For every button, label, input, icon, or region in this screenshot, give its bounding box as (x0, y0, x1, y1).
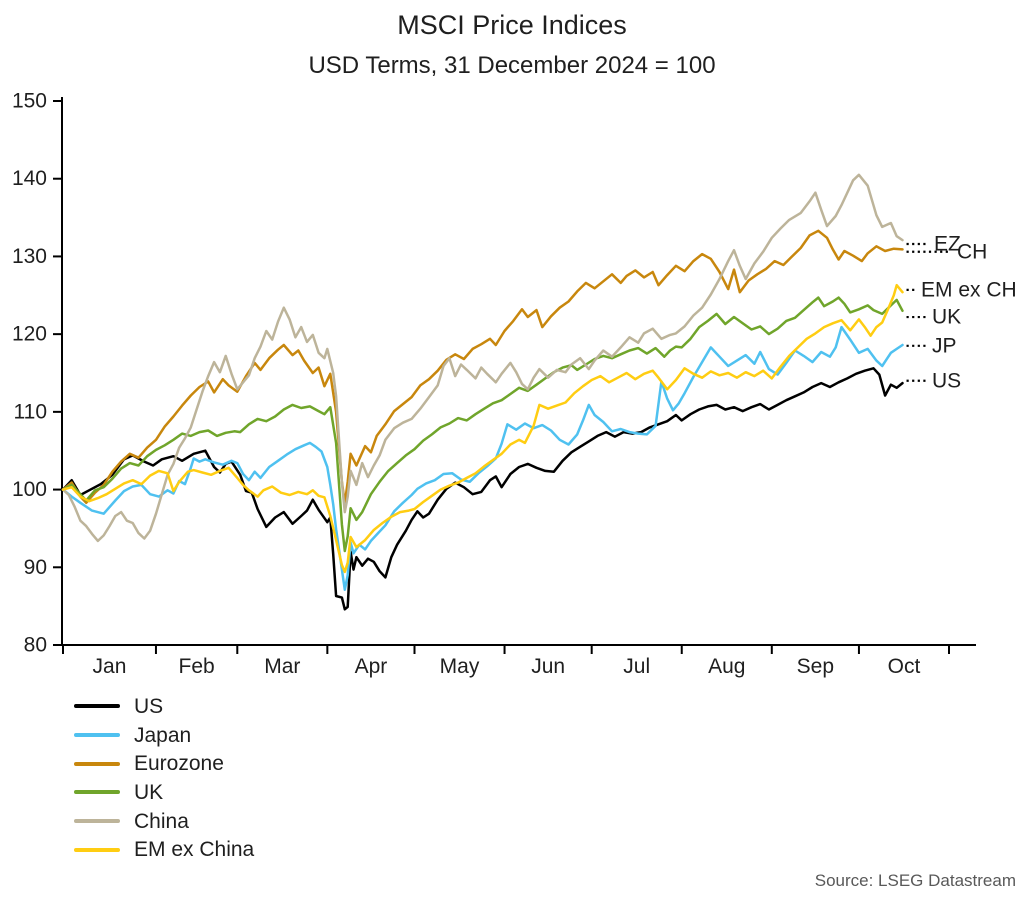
end-label-uk: UK (932, 306, 961, 329)
x-tick-label-apr: Apr (355, 655, 388, 678)
series-line-uk (61, 296, 904, 553)
series-line-ch (61, 173, 904, 543)
legend-label-jp: Japan (134, 723, 192, 747)
legend-label-ez: Eurozone (134, 752, 224, 776)
legend: US Japan Eurozone UK China EM ex China (74, 692, 254, 864)
legend-swatch-uk (74, 790, 120, 795)
legend-swatch-ch (74, 819, 120, 824)
y-tick-label: 80 (24, 634, 47, 657)
x-tick-label-aug: Aug (708, 655, 745, 678)
source-note: Source: LSEG Datastream (814, 871, 1016, 890)
chart-title: MSCI Price Indices (397, 10, 627, 40)
legend-item-ez: Eurozone (74, 749, 254, 778)
x-tick-label-sep: Sep (797, 655, 834, 678)
y-tick-label: 150 (12, 90, 47, 113)
y-tick-label: 100 (12, 478, 47, 501)
x-axis: Jan Feb Mar Apr May Jun Jul Aug Sep Oct (61, 644, 976, 678)
y-tick-label: 110 (14, 400, 47, 423)
end-label-us: US (932, 369, 961, 392)
y-tick-label: 120 (12, 323, 47, 346)
legend-item-em: EM ex China (74, 835, 254, 864)
y-tick-label: 140 (12, 167, 47, 190)
y-tick-label: 90 (24, 556, 47, 579)
series-line-ez (61, 229, 904, 505)
x-tick-label-jun: Jun (531, 655, 565, 678)
legend-item-uk: UK (74, 778, 254, 807)
legend-label-ch: China (134, 809, 189, 833)
end-label-jp: JP (932, 334, 957, 357)
legend-swatch-jp (74, 733, 120, 738)
legend-swatch-ez (74, 761, 120, 766)
legend-label-us: US (134, 694, 164, 718)
y-axis: 80 90 100 110 120 130 140 150 (12, 90, 63, 657)
x-tick-label-feb: Feb (179, 655, 215, 678)
legend-item-us: US (74, 692, 254, 721)
chart-subtitle: USD Terms, 31 December 2024 = 100 (308, 52, 716, 79)
x-tick-label-jan: Jan (93, 655, 127, 678)
end-label-em: EM ex CH (921, 278, 1017, 301)
x-tick-label-oct: Oct (888, 655, 921, 678)
series-line-jp (61, 325, 904, 592)
x-tick-label-mar: Mar (264, 655, 300, 678)
end-label-ch: CH (957, 240, 987, 263)
legend-swatch-us (74, 704, 120, 709)
end-label-ez: EZ (934, 232, 961, 255)
legend-swatch-em (74, 847, 120, 852)
series-line-em (61, 283, 904, 574)
legend-item-jp: Japan (74, 721, 254, 750)
legend-label-uk: UK (134, 780, 164, 804)
y-tick-label: 130 (12, 245, 47, 268)
x-tick-label-may: May (440, 655, 480, 678)
x-tick-label-jul: Jul (623, 655, 650, 678)
legend-item-ch: China (74, 807, 254, 836)
legend-label-em: EM ex China (134, 838, 255, 862)
series-line-us (61, 367, 904, 611)
